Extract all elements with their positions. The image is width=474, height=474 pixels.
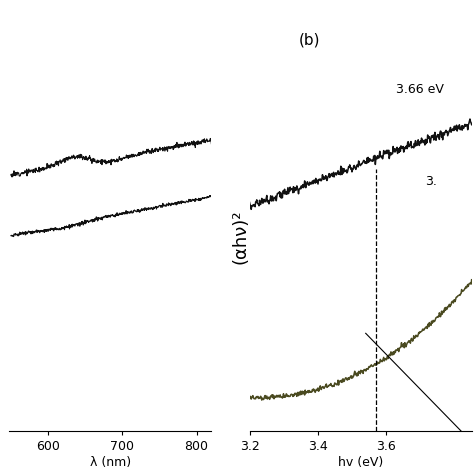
X-axis label: hv (eV): hv (eV) [338, 456, 383, 469]
Text: 3.: 3. [426, 174, 438, 188]
X-axis label: λ (nm): λ (nm) [90, 456, 131, 469]
Text: (αhν)²: (αhν)² [232, 210, 250, 264]
Text: 3.66 eV: 3.66 eV [396, 83, 444, 96]
Text: (b): (b) [299, 33, 320, 48]
